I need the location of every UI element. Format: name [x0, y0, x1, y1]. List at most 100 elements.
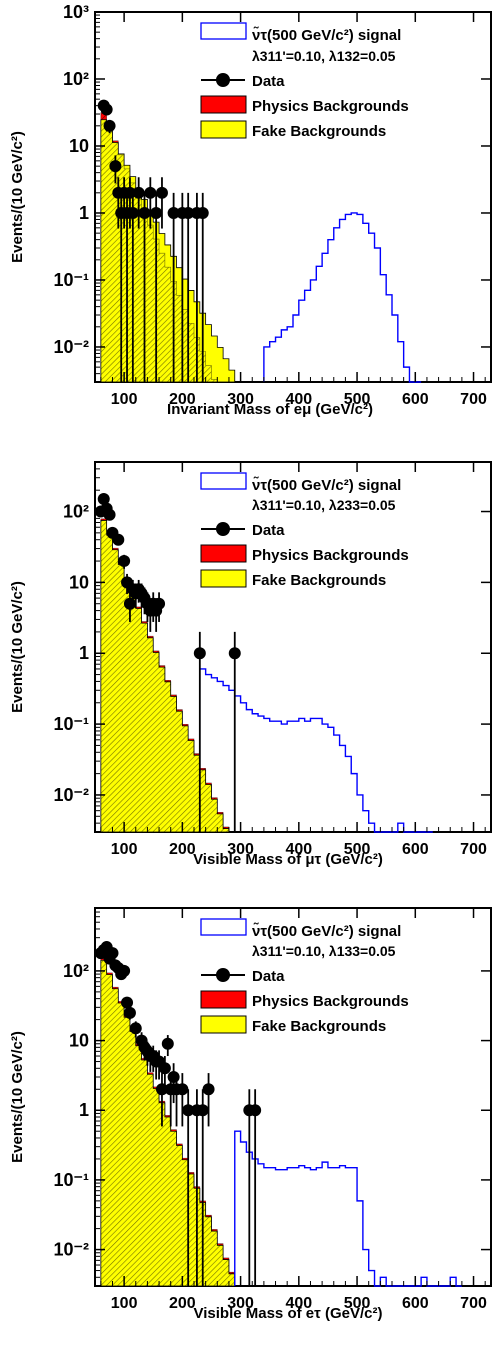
x-tick-label: 100 — [111, 391, 138, 408]
legend-signal-label: ν̃τ(500 GeV/c²) signal — [252, 922, 401, 940]
axes: 100 200 300 400 500 600 700 10⁻² 10⁻¹ 1 10 10² — [53, 908, 491, 1312]
x-tick-label: 100 — [111, 1295, 138, 1312]
x-tick-label: 600 — [402, 1295, 429, 1312]
data-point — [100, 103, 113, 116]
data-point — [118, 964, 131, 977]
data-point — [228, 647, 241, 660]
y-tick-label: 10² — [63, 502, 89, 522]
legend-data-label: Data — [252, 968, 285, 985]
y-axis-label: Events/(10 GeV/c²) — [9, 1031, 26, 1163]
x-tick-label: 400 — [285, 841, 312, 858]
data-point — [158, 1062, 171, 1075]
y-tick-label: 1 — [79, 643, 89, 663]
x-tick-label: 700 — [460, 391, 487, 408]
legend-physics-swatch — [200, 990, 247, 1009]
data-point — [161, 1037, 174, 1050]
y-axis-label: Events/(10 GeV/c²) — [9, 131, 26, 263]
legend-fake-swatch — [200, 120, 247, 139]
data-point — [123, 597, 136, 610]
x-axis-label: Visible Mass of μτ (GeV/c²) — [193, 851, 383, 868]
legend-data-label: Data — [252, 522, 285, 539]
y-tick-label: 10⁻¹ — [53, 714, 89, 734]
data-point — [118, 555, 131, 568]
legend-physics-swatch — [200, 544, 247, 563]
x-axis-label: Invariant Mass of eμ (GeV/c²) — [167, 401, 373, 418]
chart-panel-emu: 100 200 300 400 500 600 700 10⁻² 10⁻¹ 1 10 10² 10³ ν… — [9, 2, 492, 418]
x-tick-label: 500 — [344, 841, 371, 858]
y-tick-label: 1 — [79, 1100, 89, 1120]
x-tick-label: 100 — [111, 841, 138, 858]
legend-fake-label: Fake Backgrounds — [252, 123, 386, 140]
y-tick-label: 10⁻² — [53, 337, 89, 357]
data-point — [144, 186, 157, 199]
x-tick-label: 500 — [344, 1295, 371, 1312]
background-uncertainty-band — [100, 518, 474, 833]
data-point — [103, 119, 116, 132]
legend-fake-label: Fake Backgrounds — [252, 1018, 386, 1035]
legend: ν̃τ(500 GeV/c²) signal λ311'=0.10, λ132=… — [200, 22, 409, 140]
y-tick-label: 10⁻¹ — [53, 1170, 89, 1190]
x-axis-label: Visible Mass of eτ (GeV/c²) — [194, 1305, 383, 1322]
x-tick-label: 300 — [227, 391, 254, 408]
plot-area — [94, 493, 474, 833]
x-tick-label: 200 — [169, 841, 196, 858]
legend-data-marker — [216, 968, 230, 982]
legend-fake-label: Fake Backgrounds — [252, 572, 386, 589]
plot-area — [94, 941, 474, 1287]
plot-area — [97, 99, 474, 383]
y-tick-label: 10³ — [63, 2, 89, 22]
x-tick-label: 600 — [402, 391, 429, 408]
data-point — [129, 1022, 142, 1035]
data-point — [176, 1083, 189, 1096]
y-tick-label: 10⁻² — [53, 1240, 89, 1260]
x-tick-label: 600 — [402, 841, 429, 858]
data-point — [123, 1006, 136, 1019]
legend-signal-label: ν̃τ(500 GeV/c²) signal — [252, 476, 401, 494]
data-point — [167, 1071, 180, 1084]
data-point — [112, 533, 125, 546]
legend-couplings-label: λ311'=0.10, λ132=0.05 — [252, 48, 396, 64]
data-point — [138, 206, 151, 219]
legend-physics-label: Physics Backgrounds — [252, 98, 409, 115]
data-point — [196, 206, 209, 219]
x-tick-label: 700 — [460, 841, 487, 858]
x-tick-label: 400 — [285, 391, 312, 408]
legend-physics-label: Physics Backgrounds — [252, 547, 409, 564]
legend-data-marker — [216, 73, 230, 87]
legend-data-marker — [216, 522, 230, 536]
x-tick-label: 200 — [169, 391, 196, 408]
x-tick-label: 400 — [285, 1295, 312, 1312]
axes: 100 200 300 400 500 600 700 10⁻² 10⁻¹ 1 10 10² — [53, 462, 491, 858]
data-point — [109, 160, 122, 173]
y-tick-label: 10 — [69, 1031, 89, 1051]
y-axis-label: Events/(10 GeV/c²) — [9, 581, 26, 713]
data-point — [182, 206, 195, 219]
data-point — [106, 947, 119, 960]
data-point — [202, 1083, 215, 1096]
axes: 100 200 300 400 500 600 700 10⁻² 10⁻¹ 1 10 10² 10³ — [53, 2, 491, 408]
data-point — [196, 1104, 209, 1117]
legend-signal-label: ν̃τ(500 GeV/c²) signal — [252, 26, 401, 44]
legend-physics-label: Physics Backgrounds — [252, 993, 409, 1010]
legend-fake-swatch — [200, 569, 247, 588]
signal-hist — [234, 1130, 462, 1287]
x-tick-label: 300 — [227, 1295, 254, 1312]
legend-couplings-label: λ311'=0.10, λ233=0.05 — [252, 497, 396, 513]
chart-panel-mutau: 100 200 300 400 500 600 700 10⁻² 10⁻¹ 1 10 10² ν̃τ(… — [9, 461, 492, 868]
y-tick-label: 10² — [63, 961, 89, 981]
chart-panel-etau: 100 200 300 400 500 600 700 10⁻² 10⁻¹ 1 10 10² ν̃τ(… — [9, 907, 492, 1322]
legend: ν̃τ(500 GeV/c²) signal λ311'=0.10, λ233=… — [200, 472, 409, 589]
legend-physics-swatch — [200, 95, 247, 114]
y-tick-label: 10² — [63, 69, 89, 89]
y-tick-label: 1 — [79, 203, 89, 223]
legend-fake-swatch — [200, 1015, 247, 1034]
x-tick-label: 300 — [227, 841, 254, 858]
data-point — [121, 996, 134, 1009]
data-point — [155, 186, 168, 199]
y-tick-label: 10⁻¹ — [53, 270, 89, 290]
data-point — [182, 1104, 195, 1117]
legend-signal-swatch — [200, 918, 247, 936]
data-point — [193, 647, 206, 660]
y-tick-label: 10 — [69, 572, 89, 592]
signal-hist — [199, 668, 433, 833]
